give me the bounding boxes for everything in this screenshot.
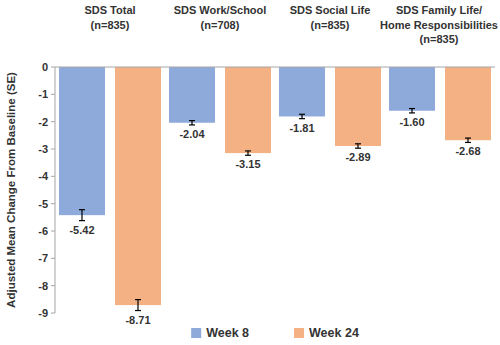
y-tick xyxy=(51,313,55,314)
error-cap xyxy=(189,124,195,125)
bars xyxy=(59,67,491,311)
error-line xyxy=(411,109,412,113)
category-line: Home Responsibilities xyxy=(380,19,498,31)
error-cap xyxy=(189,120,195,121)
y-tick-label: -2 xyxy=(38,116,48,128)
error-bar xyxy=(135,300,141,311)
bar xyxy=(389,67,435,111)
error-line xyxy=(301,114,302,118)
bar xyxy=(335,67,381,146)
bar xyxy=(279,67,325,116)
data-label: -2.68 xyxy=(455,145,480,157)
legend: Week 8 Week 24 xyxy=(191,326,359,340)
y-tick-label: -1 xyxy=(38,88,48,100)
bar xyxy=(169,67,215,123)
y-tick xyxy=(51,258,55,259)
category-label: SDS Total (n=835) xyxy=(84,4,135,31)
y-tick-label: -4 xyxy=(38,170,49,182)
legend-label: Week 24 xyxy=(309,326,359,340)
category-line: (n=835) xyxy=(311,19,350,31)
category-label: SDS Family Life/Home Responsibilities (n=… xyxy=(380,4,498,45)
data-label: -5.42 xyxy=(69,224,94,236)
y-tick xyxy=(51,203,55,204)
error-bar xyxy=(189,121,195,125)
error-cap xyxy=(135,310,141,311)
error-line xyxy=(467,138,468,142)
error-cap xyxy=(409,108,415,109)
error-bar xyxy=(409,109,415,113)
category-line: (n=835) xyxy=(91,19,130,31)
bar xyxy=(115,67,161,305)
error-line xyxy=(247,151,248,155)
data-label: -8.71 xyxy=(125,314,150,326)
bar xyxy=(445,67,491,140)
y-tick xyxy=(51,149,55,150)
data-label: -2.04 xyxy=(179,128,205,140)
y-tick xyxy=(51,67,55,68)
y-tick-label: -8 xyxy=(38,280,48,292)
error-cap xyxy=(465,137,471,138)
y-tick-label: -6 xyxy=(38,225,48,237)
y-axis xyxy=(55,67,56,313)
error-cap xyxy=(299,118,305,119)
legend-swatch xyxy=(294,328,304,338)
category-line: (n=835) xyxy=(420,33,459,45)
data-label: -2.89 xyxy=(345,151,370,163)
y-tick-label: -9 xyxy=(38,307,48,319)
y-tick xyxy=(51,285,55,286)
error-cap xyxy=(299,114,305,115)
error-bar xyxy=(299,114,305,118)
error-cap xyxy=(245,155,251,156)
error-bar xyxy=(79,210,85,221)
error-bar xyxy=(465,138,471,142)
y-tick-label: -5 xyxy=(38,198,48,210)
y-tick xyxy=(51,121,55,122)
y-tick-label: -7 xyxy=(38,252,48,264)
category-line: SDS Work/School xyxy=(174,4,267,16)
error-cap xyxy=(79,209,85,210)
y-axis-title: Adjusted Mean Change From Baseline (SE) xyxy=(5,72,17,308)
category-line: SDS Social Life xyxy=(290,4,371,16)
y-tick xyxy=(51,231,55,232)
y-tick xyxy=(51,94,55,95)
error-bar xyxy=(355,144,361,148)
error-line xyxy=(357,144,358,148)
y-tick xyxy=(51,176,55,177)
category-line: SDS Family Life/ xyxy=(396,4,482,16)
error-line xyxy=(81,210,82,221)
legend-label: Week 8 xyxy=(206,326,249,340)
legend-swatch xyxy=(191,328,201,338)
data-label: -3.15 xyxy=(235,158,260,170)
error-cap xyxy=(135,299,141,300)
error-bar xyxy=(245,151,251,155)
error-cap xyxy=(409,112,415,113)
category-line: SDS Total xyxy=(84,4,135,16)
x-axis xyxy=(55,67,495,68)
error-line xyxy=(137,300,138,311)
data-label: -1.81 xyxy=(289,122,314,134)
category-label: SDS Work/School (n=708) xyxy=(174,4,267,31)
bar xyxy=(225,67,271,153)
category-line: (n=708) xyxy=(201,19,240,31)
error-cap xyxy=(355,148,361,149)
y-tick-label: 0 xyxy=(42,61,48,73)
data-label: -1.60 xyxy=(399,116,424,128)
category-label: SDS Social Life (n=835) xyxy=(290,4,371,31)
chart: 0 -1 -2 -3 -4 -5 -6 -7 -8 -9 Adjusted Mean Change … xyxy=(0,0,500,345)
y-tick-label: -3 xyxy=(38,143,48,155)
error-cap xyxy=(465,142,471,143)
error-cap xyxy=(245,150,251,151)
error-cap xyxy=(79,220,85,221)
error-line xyxy=(191,121,192,125)
bar xyxy=(59,67,105,215)
error-cap xyxy=(355,143,361,144)
